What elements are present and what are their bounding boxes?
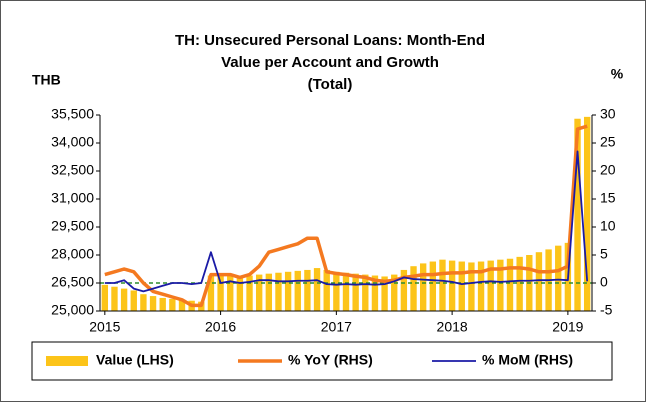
- y2-tick-label: 25: [600, 134, 616, 150]
- legend-box: [31, 341, 613, 381]
- chart-title: Value per Account and Growth: [221, 54, 439, 71]
- y-tick-label: 28,000: [51, 246, 94, 262]
- bar: [149, 296, 157, 311]
- y2-tick-label: 30: [600, 106, 616, 122]
- bar: [487, 260, 494, 311]
- y-tick-label: 35,500: [51, 106, 94, 122]
- bar: [304, 269, 311, 311]
- y2-tick-label: 10: [600, 218, 616, 234]
- x-tick-label: 2016: [205, 319, 236, 335]
- legend-label: % YoY (RHS): [288, 352, 373, 368]
- x-tick-label: 2015: [89, 319, 120, 335]
- legend-label: % MoM (RHS): [482, 352, 573, 368]
- bar: [265, 273, 273, 311]
- bar: [120, 288, 128, 311]
- y-axis-label: THB: [32, 72, 61, 88]
- bar: [342, 272, 350, 311]
- bar: [371, 275, 379, 311]
- line-series: [104, 150, 589, 293]
- bar: [497, 259, 504, 311]
- x-tick-label: 2017: [321, 319, 352, 335]
- line-series: [104, 124, 588, 308]
- legend-label: Value (LHS): [96, 352, 174, 368]
- bar: [169, 298, 176, 311]
- bar: [555, 245, 562, 311]
- bar: [583, 116, 591, 311]
- bar: [458, 261, 465, 311]
- y2-axis-label: %: [611, 66, 624, 82]
- bar: [391, 274, 398, 311]
- bar: [236, 276, 244, 311]
- bar: [516, 256, 523, 311]
- y2-tick-label: 15: [600, 190, 616, 206]
- y2-tick-label: -5: [600, 302, 613, 318]
- x-tick-label: 2019: [552, 319, 583, 335]
- y-tick-label: 25,000: [51, 302, 94, 318]
- bar: [217, 275, 224, 311]
- y2-tick-label: 20: [600, 162, 616, 178]
- bar: [333, 271, 340, 311]
- chart-title: (Total): [308, 76, 353, 93]
- bar: [574, 118, 581, 311]
- bar: [255, 274, 263, 311]
- bar: [362, 274, 369, 311]
- bar: [448, 260, 456, 311]
- bar: [294, 270, 301, 311]
- y-tick-label: 29,500: [51, 218, 94, 234]
- bar: [313, 268, 321, 311]
- y-tick-label: 34,000: [51, 134, 94, 150]
- y2-tick-label: 5: [600, 246, 608, 262]
- bar: [439, 259, 446, 311]
- bar: [506, 258, 514, 311]
- bar: [535, 252, 543, 311]
- bar: [352, 273, 359, 311]
- bar: [140, 294, 147, 311]
- bar: [159, 297, 166, 311]
- bar: [323, 269, 330, 311]
- bar: [275, 272, 282, 311]
- chart-title: TH: Unsecured Personal Loans: Month-End: [175, 32, 485, 49]
- bar: [468, 262, 475, 311]
- bar: [381, 276, 388, 311]
- bar: [429, 261, 437, 311]
- bar: [178, 299, 186, 311]
- bar: [101, 284, 109, 311]
- bar: [207, 275, 215, 311]
- y2-tick-label: 0: [600, 274, 608, 290]
- y-tick-label: 31,000: [51, 190, 94, 206]
- bar: [400, 269, 408, 311]
- bar: [284, 271, 292, 311]
- bar: [111, 286, 118, 311]
- bar: [130, 290, 137, 311]
- bar: [419, 263, 427, 311]
- bar: [477, 261, 485, 311]
- y-tick-label: 26,500: [51, 274, 94, 290]
- x-tick-label: 2018: [437, 319, 468, 335]
- y-tick-label: 32,500: [51, 162, 94, 178]
- bar: [227, 275, 234, 311]
- bar: [410, 266, 417, 311]
- legend-swatch: [46, 356, 88, 366]
- bar: [246, 275, 253, 311]
